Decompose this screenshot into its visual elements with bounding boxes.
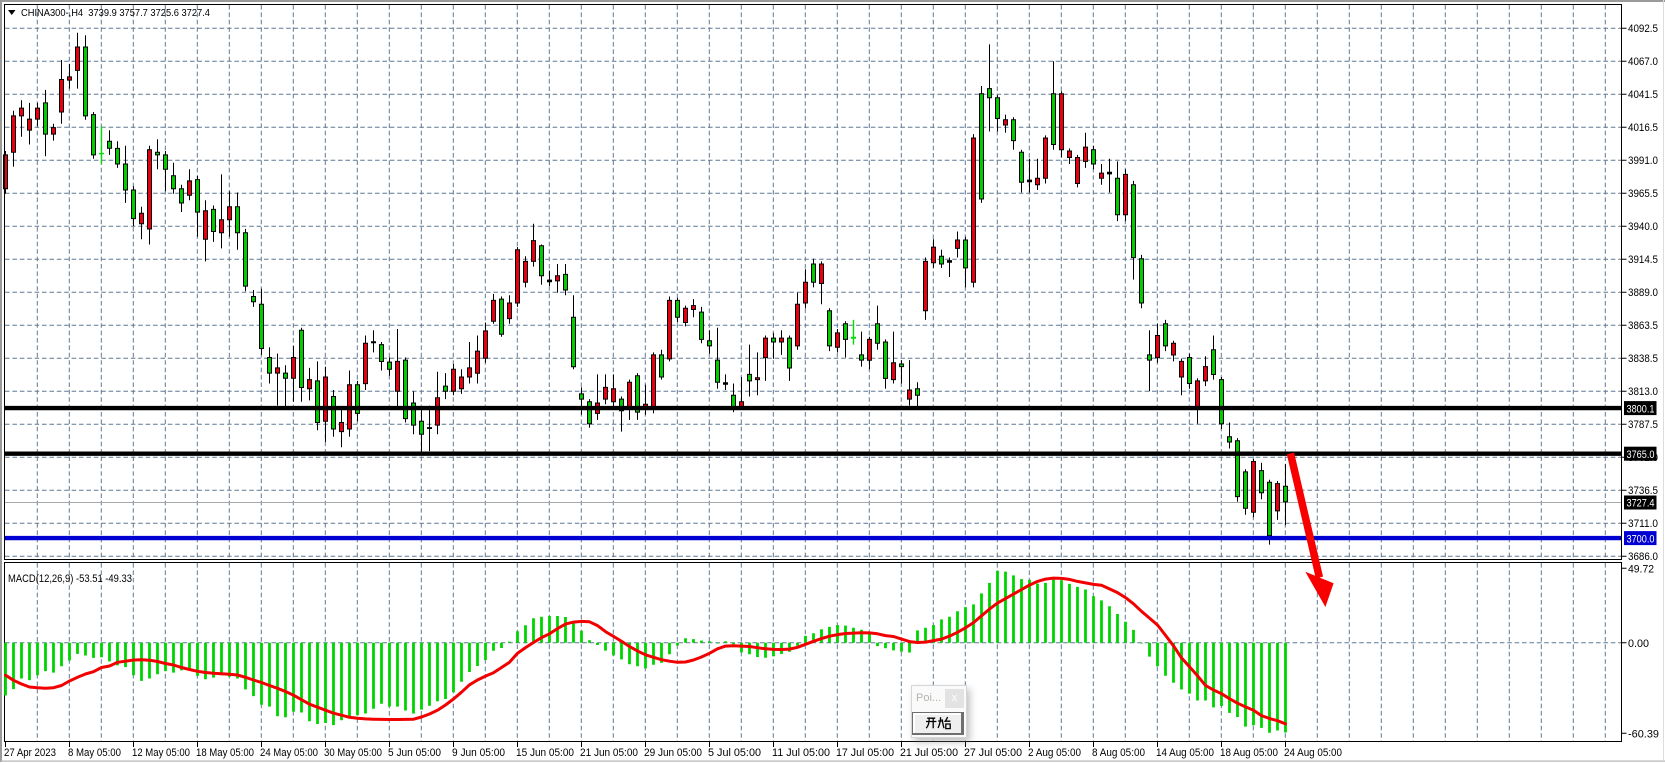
svg-text:3727.4: 3727.4 bbox=[1627, 498, 1655, 510]
svg-text:4041.5: 4041.5 bbox=[1628, 89, 1658, 101]
svg-text:8 May 05:00: 8 May 05:00 bbox=[68, 747, 121, 759]
svg-text:2 Aug 05:00: 2 Aug 05:00 bbox=[1028, 747, 1081, 759]
svg-text:30 May 05:00: 30 May 05:00 bbox=[324, 747, 382, 759]
svg-text:11 Jul 05:00: 11 Jul 05:00 bbox=[772, 747, 830, 759]
svg-text:29 Jun 05:00: 29 Jun 05:00 bbox=[644, 747, 702, 759]
svg-text:4016.5: 4016.5 bbox=[1628, 122, 1658, 134]
svg-text:9 Jun 05:00: 9 Jun 05:00 bbox=[452, 747, 505, 759]
svg-text:3700.0: 3700.0 bbox=[1627, 533, 1655, 545]
svg-text:15 Jun 05:00: 15 Jun 05:00 bbox=[516, 747, 574, 759]
svg-text:3838.5: 3838.5 bbox=[1628, 353, 1658, 365]
svg-text:24 Aug 05:00: 24 Aug 05:00 bbox=[1284, 747, 1342, 759]
svg-text:3813.0: 3813.0 bbox=[1628, 386, 1658, 398]
svg-text:5 Jul 05:00: 5 Jul 05:00 bbox=[708, 747, 761, 759]
svg-text:MACD(12,26,9) -53.51 -49.33: MACD(12,26,9) -53.51 -49.33 bbox=[8, 573, 132, 585]
svg-text:18 Aug 05:00: 18 Aug 05:00 bbox=[1220, 747, 1278, 759]
svg-text:12 May 05:00: 12 May 05:00 bbox=[132, 747, 190, 759]
svg-text:3800.1: 3800.1 bbox=[1627, 403, 1655, 415]
svg-text:4067.0: 4067.0 bbox=[1628, 56, 1658, 68]
svg-text:3863.5: 3863.5 bbox=[1628, 320, 1658, 332]
svg-text:3765.0: 3765.0 bbox=[1627, 449, 1655, 461]
svg-text:21 Jul 05:00: 21 Jul 05:00 bbox=[900, 747, 958, 759]
svg-text:3889.0: 3889.0 bbox=[1628, 287, 1658, 299]
svg-text:3686.0: 3686.0 bbox=[1628, 551, 1658, 563]
svg-text:CHINA300-,H4 3739.9 3757.7 37: CHINA300-,H4 3739.9 3757.7 3725.6 3727.4 bbox=[21, 8, 211, 19]
svg-text:49.72: 49.72 bbox=[1628, 563, 1654, 575]
svg-text:18 May 05:00: 18 May 05:00 bbox=[196, 747, 254, 759]
svg-text:3965.5: 3965.5 bbox=[1628, 188, 1658, 200]
svg-text:0.00: 0.00 bbox=[1628, 638, 1649, 650]
svg-text:-60.39: -60.39 bbox=[1628, 728, 1659, 740]
svg-text:5 Jun 05:00: 5 Jun 05:00 bbox=[388, 747, 441, 759]
svg-text:3940.0: 3940.0 bbox=[1628, 221, 1658, 233]
svg-text:3991.0: 3991.0 bbox=[1628, 155, 1658, 167]
svg-text:4092.5: 4092.5 bbox=[1628, 23, 1658, 35]
svg-text:24 May 05:00: 24 May 05:00 bbox=[260, 747, 318, 759]
svg-text:14 Aug 05:00: 14 Aug 05:00 bbox=[1156, 747, 1214, 759]
svg-text:27 Jul 05:00: 27 Jul 05:00 bbox=[964, 747, 1022, 759]
svg-text:3736.5: 3736.5 bbox=[1628, 485, 1658, 497]
svg-text:21 Jun 05:00: 21 Jun 05:00 bbox=[580, 747, 638, 759]
svg-text:8 Aug 05:00: 8 Aug 05:00 bbox=[1092, 747, 1145, 759]
svg-text:3711.0: 3711.0 bbox=[1628, 518, 1658, 530]
svg-text:27 Apr 2023: 27 Apr 2023 bbox=[4, 747, 56, 759]
svg-text:3914.5: 3914.5 bbox=[1628, 254, 1658, 266]
svg-text:17 Jul 05:00: 17 Jul 05:00 bbox=[836, 747, 894, 759]
svg-text:3787.5: 3787.5 bbox=[1628, 419, 1658, 431]
